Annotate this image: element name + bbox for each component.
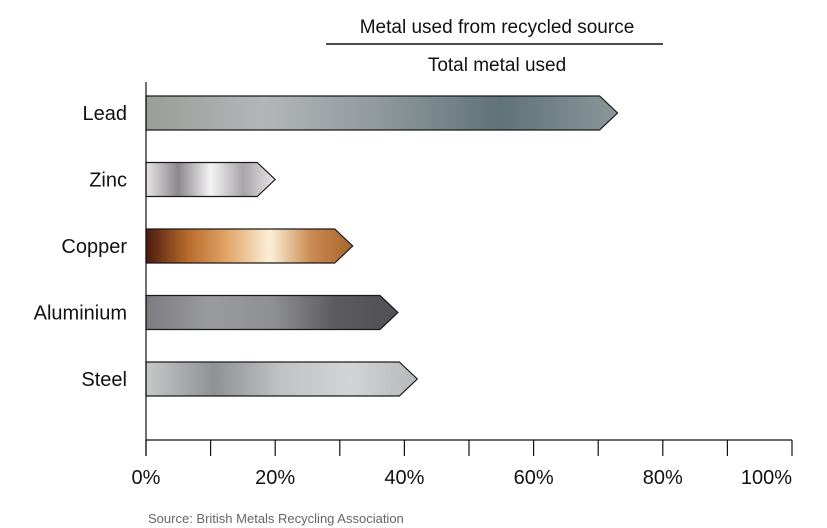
source-note: Source: British Metals Recycling Associa… <box>148 511 404 526</box>
x-tick-label: 0% <box>132 467 161 489</box>
x-tick-label: 100% <box>741 467 792 489</box>
x-tick-label: 60% <box>514 467 554 489</box>
title-denominator: Total metal used <box>428 55 566 76</box>
bar-lead <box>145 95 619 131</box>
title-numerator: Metal used from recycled source <box>360 17 635 38</box>
bar-copper <box>145 228 354 264</box>
category-label-steel: Steel <box>81 369 127 391</box>
bars-layer <box>145 95 619 397</box>
x-axis: 0% 20% 40% 60% 80% 100% <box>132 82 793 489</box>
category-labels: Lead Zinc Copper Aluminium Steel <box>34 103 128 391</box>
category-label-copper: Copper <box>61 236 127 258</box>
category-label-aluminium: Aluminium <box>34 303 127 325</box>
category-label-lead: Lead <box>83 103 128 125</box>
category-label-zinc: Zinc <box>89 170 127 192</box>
x-tick-label: 40% <box>384 467 424 489</box>
bar-aluminium <box>145 294 399 331</box>
x-tick-label: 20% <box>255 467 295 489</box>
bar-zinc <box>145 161 277 198</box>
bar-steel <box>145 361 419 397</box>
x-tick-label: 80% <box>643 467 683 489</box>
